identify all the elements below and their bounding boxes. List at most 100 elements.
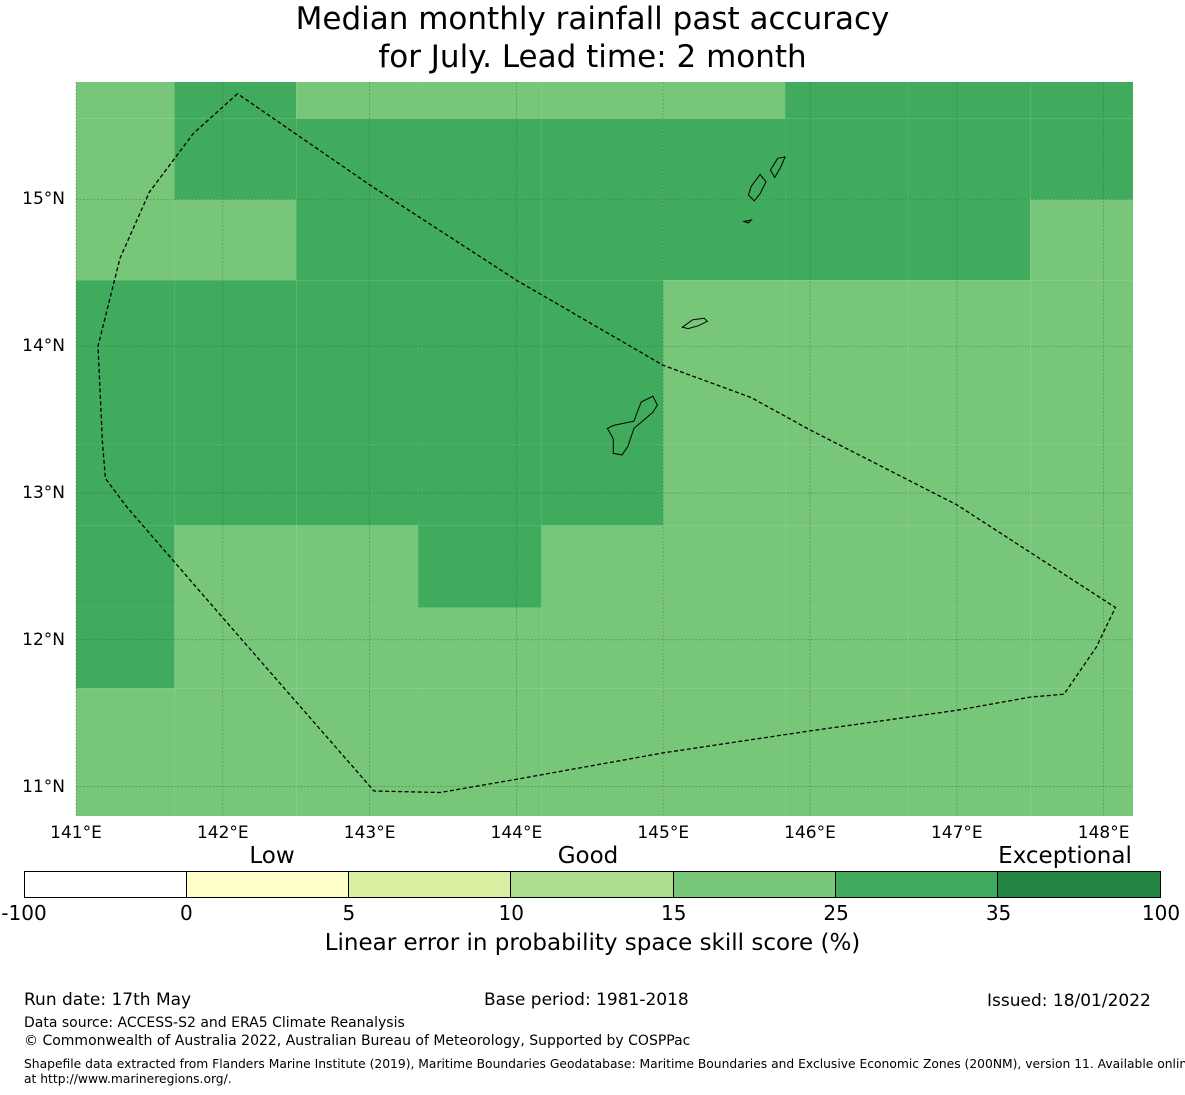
- issued-date: Issued: 18/01/2022: [987, 991, 1151, 1011]
- shapefile-credit-line-2: at http://www.marineregions.org/.: [24, 1072, 232, 1086]
- skill-score-map: [75, 82, 1133, 816]
- grid-cell: [908, 199, 1031, 281]
- category-label-low: Low: [249, 843, 295, 869]
- grid-cell: [1030, 118, 1133, 200]
- lon-tick-label: 145°E: [637, 823, 690, 843]
- island-outline: [769, 156, 786, 179]
- grid-cell: [174, 770, 297, 816]
- grid-cell: [418, 199, 542, 281]
- grid-cell: [174, 82, 297, 119]
- grid-cell: [76, 607, 175, 689]
- grid-cell: [296, 82, 419, 119]
- data-source: Data source: ACCESS-S2 and ERA5 Climate …: [24, 1015, 405, 1031]
- grid-cell: [908, 607, 1031, 689]
- grid-cell: [785, 444, 909, 526]
- map-title: Median monthly rainfall past accuracy fo…: [0, 0, 1185, 76]
- lon-tick-label: 146°E: [784, 823, 836, 843]
- lat-tick-label: 12°N: [22, 629, 65, 650]
- grid-cell: [663, 525, 786, 608]
- grid-cell: [296, 525, 419, 608]
- grid-cell: [296, 280, 419, 445]
- grid-cell: [663, 280, 786, 445]
- category-label-exceptional: Exceptional: [998, 843, 1132, 869]
- grid-cell: [785, 199, 909, 281]
- colorbar-segment: [25, 872, 188, 897]
- colorbar-tick-label: 10: [498, 901, 525, 925]
- grid-cell: [908, 525, 1031, 608]
- colorbar-segment: [349, 872, 512, 897]
- grid-cell: [1030, 444, 1133, 526]
- grid-cell: [663, 688, 786, 771]
- grid-cell: [1030, 770, 1133, 816]
- title-line-1: Median monthly rainfall past accuracy: [295, 1, 890, 37]
- grid-cell: [296, 770, 419, 816]
- grid-cell: [1030, 607, 1133, 689]
- grid-cell: [76, 199, 175, 281]
- colorbar-segment: [835, 872, 998, 897]
- lat-tick-label: 11°N: [22, 776, 65, 797]
- grid-cell: [418, 444, 542, 526]
- colorbar-tick-label: -100: [1, 901, 47, 925]
- island-outline: [606, 395, 658, 456]
- grid-cell: [541, 280, 664, 445]
- grid-cell: [1030, 199, 1133, 281]
- grid-cell: [785, 118, 909, 200]
- grid-cell: [76, 118, 175, 200]
- lon-tick-label: 141°E: [50, 823, 102, 843]
- island-outline: [747, 173, 767, 202]
- grid-cell: [541, 607, 664, 689]
- grid-cell: [663, 607, 786, 689]
- grid-cell: [76, 525, 175, 608]
- grid-cell: [541, 444, 664, 526]
- grid-cell: [785, 607, 909, 689]
- grid-cell: [296, 118, 419, 200]
- grid-cell: [908, 770, 1031, 816]
- colorbar: [24, 871, 1161, 898]
- colorbar-segment: [187, 872, 350, 897]
- grid-cell: [908, 118, 1031, 200]
- grid-cell: [541, 525, 664, 608]
- grid-cell: [418, 525, 542, 608]
- lat-tick-label: 15°N: [22, 189, 65, 210]
- island-outline: [681, 317, 709, 330]
- grid-cell: [174, 118, 297, 200]
- grid-cell: [663, 770, 786, 816]
- lon-tick-label: 142°E: [196, 823, 249, 843]
- grid-cell: [541, 199, 664, 281]
- grid-cell: [785, 82, 909, 119]
- lat-tick-label: 13°N: [22, 483, 65, 504]
- grid-cell: [541, 118, 664, 200]
- colorbar-tick-label: 100: [1141, 901, 1181, 925]
- grid-cell: [418, 607, 542, 689]
- grid-cell: [174, 525, 297, 608]
- grid-cell: [785, 770, 909, 816]
- grid-cell: [908, 444, 1031, 526]
- grid-cell: [418, 688, 542, 771]
- grid-cell: [541, 688, 664, 771]
- grid-cell: [174, 199, 297, 281]
- grid-cell: [1030, 688, 1133, 771]
- grid-cell: [76, 688, 175, 771]
- grid-cell: [541, 770, 664, 816]
- lon-tick-label: 143°E: [343, 823, 396, 843]
- grid-cell: [418, 118, 542, 200]
- grid-cell: [174, 607, 297, 689]
- colorbar-title: Linear error in probability space skill …: [324, 930, 861, 956]
- grid-cell: [418, 82, 542, 119]
- grid-cell: [174, 444, 297, 526]
- grid-cell: [296, 688, 419, 771]
- colorbar-tick-label: 0: [180, 901, 193, 925]
- grid-cell: [296, 444, 419, 526]
- grid-cell: [1030, 525, 1133, 608]
- shapefile-credit-line-1: Shapefile data extracted from Flanders M…: [24, 1057, 1185, 1071]
- colorbar-tick-label: 25: [823, 901, 849, 925]
- grid-cell: [663, 199, 786, 281]
- grid-cell: [418, 770, 542, 816]
- grid-cell: [663, 82, 786, 119]
- title-line-2: for July. Lead time: 2 month: [378, 39, 807, 75]
- category-label-good: Good: [557, 843, 619, 869]
- grid-cell: [785, 688, 909, 771]
- run-date: Run date: 17th May: [24, 990, 192, 1010]
- copyright: © Commonwealth of Australia 2022, Austra…: [24, 1033, 691, 1049]
- colorbar-tick-label: 5: [342, 901, 356, 925]
